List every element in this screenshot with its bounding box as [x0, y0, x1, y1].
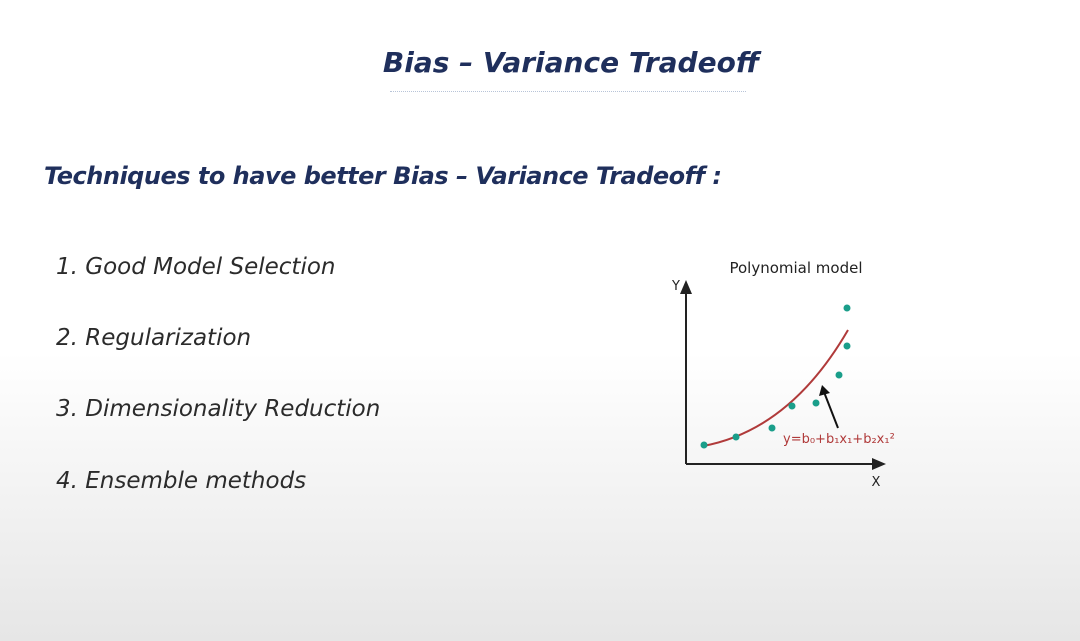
point — [835, 371, 843, 379]
pointer-arrow — [823, 391, 839, 429]
y-arrow — [680, 280, 692, 294]
list-item: 4. Ensemble methods — [56, 468, 307, 494]
point — [812, 399, 820, 407]
subtitle: Techniques to have better Bias – Varianc… — [44, 162, 722, 190]
equation: y=b₀+b₁x₁+b₂x₁² — [783, 432, 895, 447]
figure-title: Polynomial model — [729, 259, 862, 277]
y-label: Y — [671, 279, 680, 294]
point — [700, 441, 708, 449]
point — [732, 433, 740, 441]
slide-title: Bias – Variance Tradeoff — [382, 46, 760, 79]
data-points — [700, 304, 851, 449]
pointer-head — [819, 385, 830, 396]
list-item: 3. Dimensionality Reduction — [56, 396, 381, 422]
list-item: 2. Regularization — [56, 325, 252, 351]
point — [788, 402, 796, 410]
fit-curve — [702, 329, 849, 447]
point — [843, 342, 851, 350]
point — [768, 424, 776, 432]
list-item: 1. Good Model Selection — [56, 254, 336, 280]
point — [843, 304, 851, 312]
title-underline — [390, 91, 746, 92]
x-arrow — [872, 458, 886, 470]
x-label: X — [872, 475, 881, 490]
